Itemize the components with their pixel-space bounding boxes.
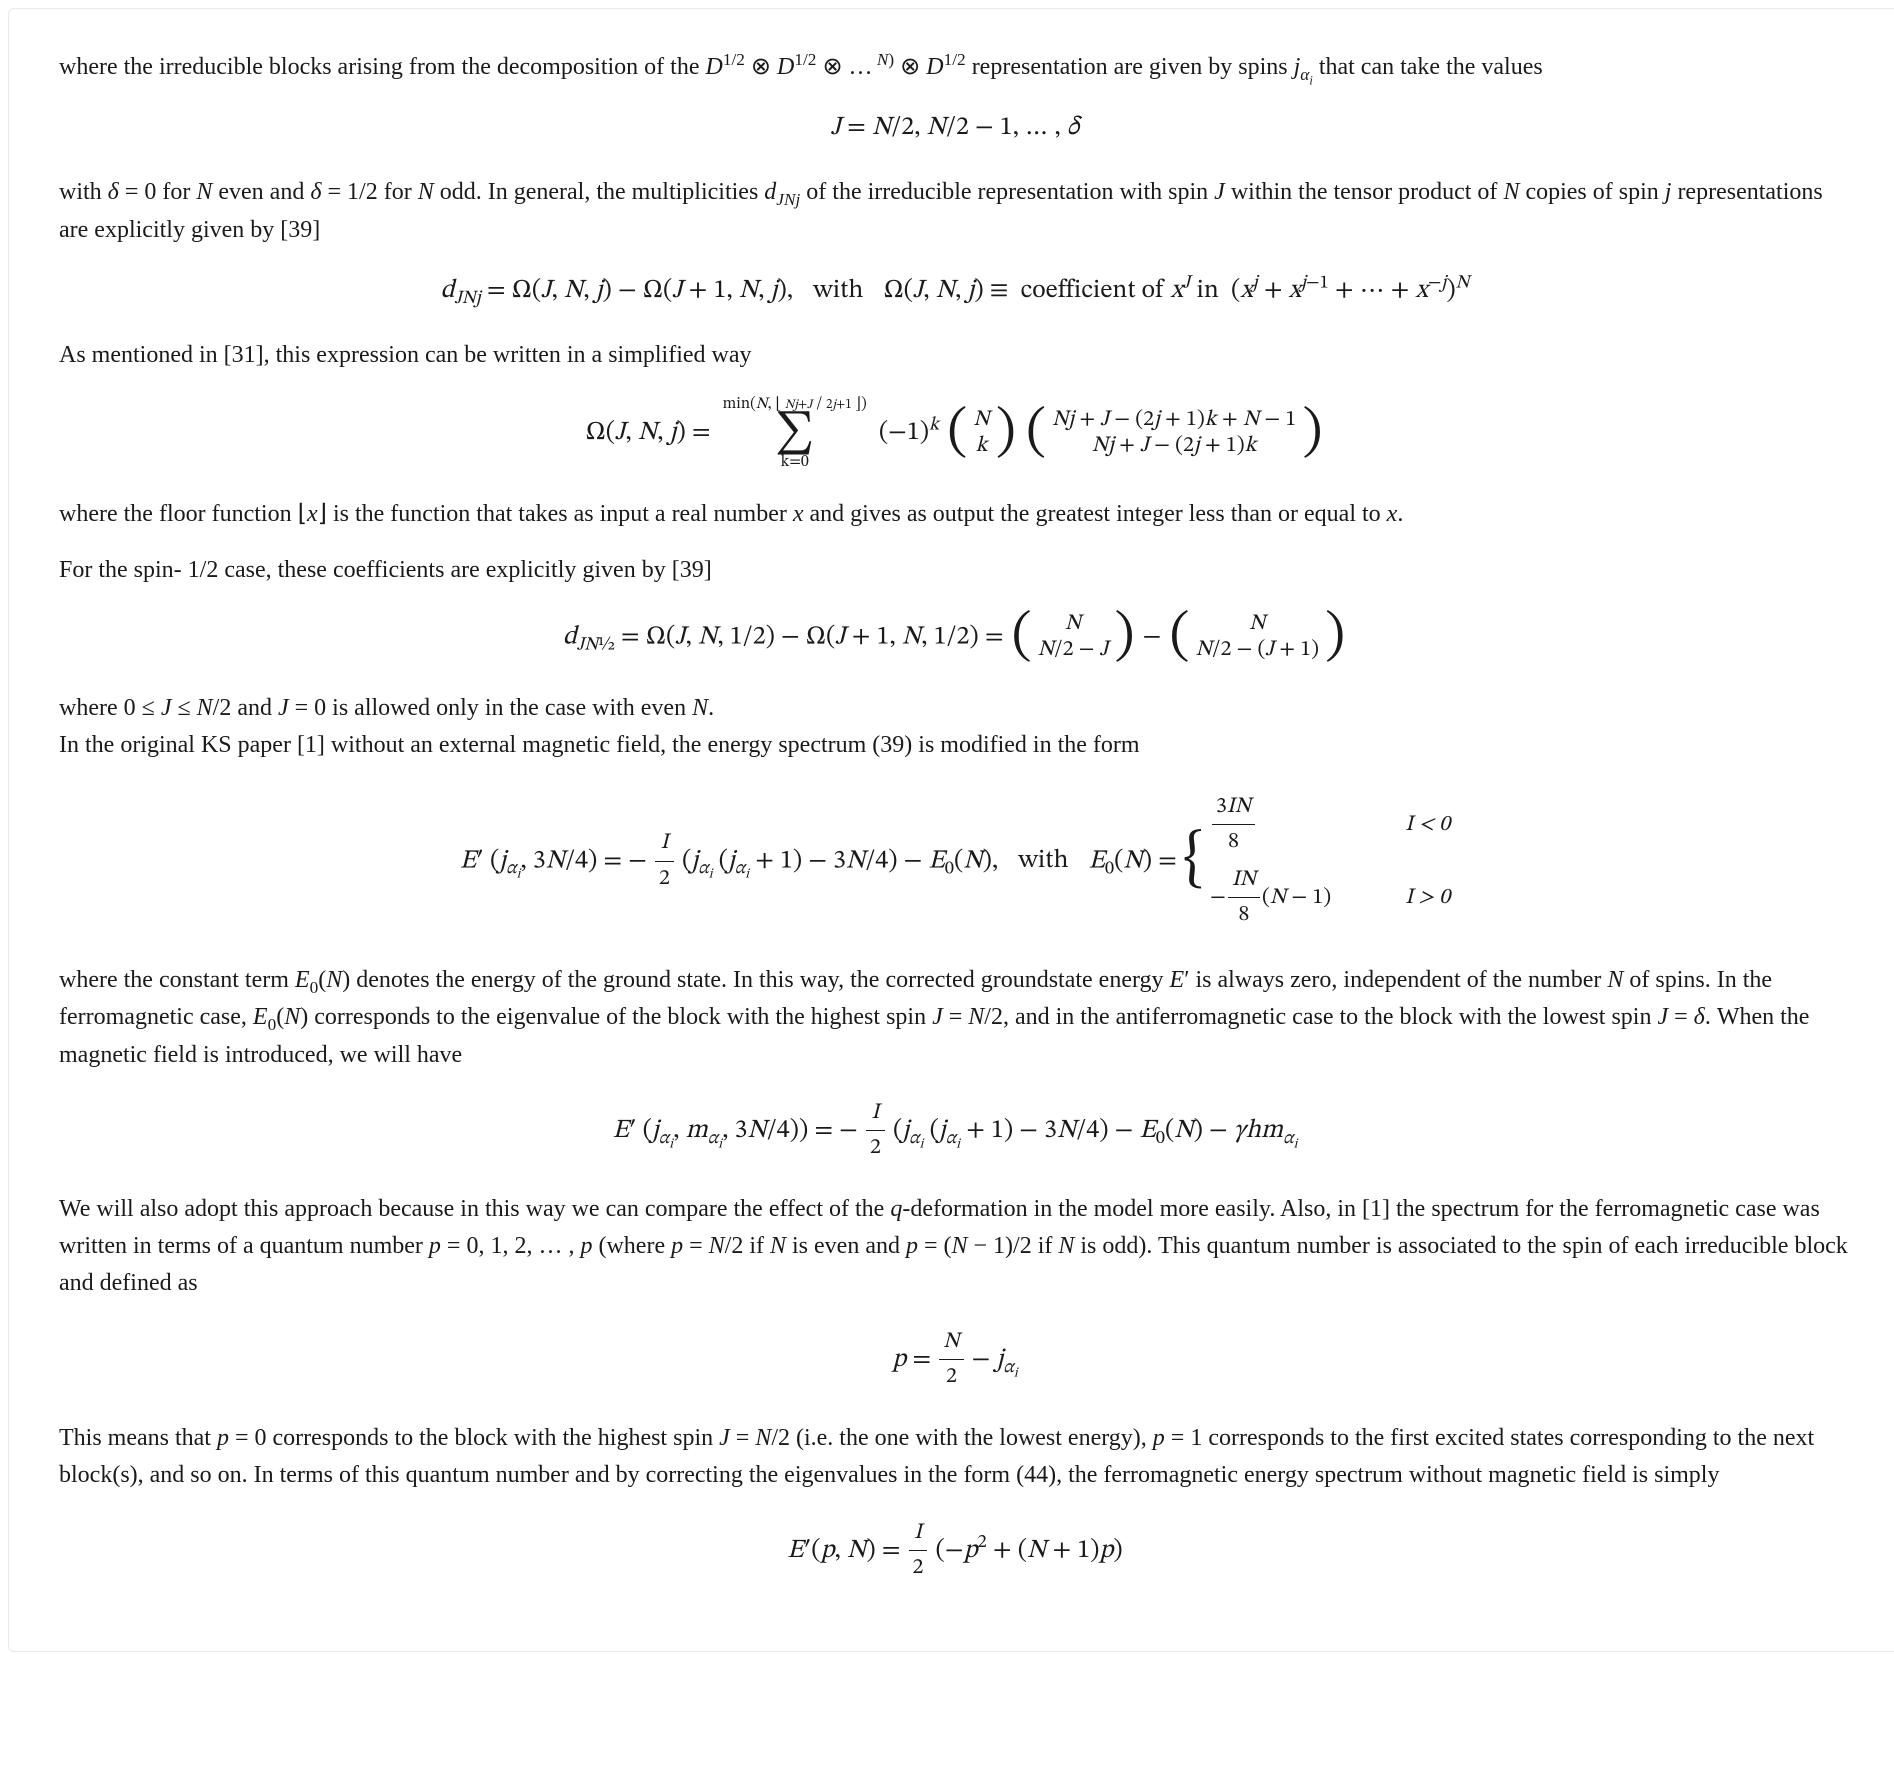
paragraph-9: This means that p = 0 corresponds to the… (59, 1420, 1851, 1494)
paragraph-6: where 0 ≤ J ≤ N/2 and J = 0 is allowed o… (59, 690, 1851, 727)
equation-p-def: p = N2 − jαi (59, 1325, 1851, 1394)
equation-Eprime-pN: E′(p, N) = I2 (−p2 + (N + 1)p) (59, 1516, 1851, 1585)
equation-dJNhalf: dJN½ = Ω(J, N, 1/2) − Ω(J + 1, N, 1/2) =… (59, 611, 1851, 664)
paragraph-4: where the floor function ⌊x⌋ is the func… (59, 496, 1851, 533)
equation-Eprime: E′ (jαi, 3N/4) = − I2 (jαi (jαi + 1) − 3… (59, 786, 1851, 936)
sigma-icon: ∑ (723, 412, 867, 454)
paragraph-5: For the spin- 1/2 case, these coefficien… (59, 552, 1851, 589)
equation-Eprime-mag: E′ (jαi, mαi, 3N/4)) = − I2 (jαi (jαi + … (59, 1096, 1851, 1165)
equation-dJNj: dJNj = Ω(J, N, j) − Ω(J + 1, N, j), with… (59, 271, 1851, 311)
paragraph-8: We will also adopt this approach because… (59, 1191, 1851, 1303)
paragraph-7: where the constant term E0(N) denotes th… (59, 962, 1851, 1074)
equation-Omega-sum: Ω(J, N, j) = min(N, ⌊ Nj+J / 2j+1 ⌋) ∑ k… (59, 396, 1851, 470)
with-label: with (813, 278, 863, 304)
sum-lower: k=0 (723, 454, 867, 470)
equation-J-values: J = N/2, N/2 − 1, … , δ (59, 108, 1851, 148)
sum-upper: min(N, ⌊ Nj+J / 2j+1 ⌋) (723, 396, 867, 412)
paragraph-3: As mentioned in [31], this expression ca… (59, 337, 1851, 374)
paragraph-6b: In the original KS paper [1] without an … (59, 727, 1851, 764)
paper-page: where the irreducible blocks arising fro… (8, 8, 1894, 1652)
paragraph-1: where the irreducible blocks arising fro… (59, 49, 1851, 86)
paragraph-2: with δ = 0 for N even and δ = 1/2 for N … (59, 174, 1851, 248)
